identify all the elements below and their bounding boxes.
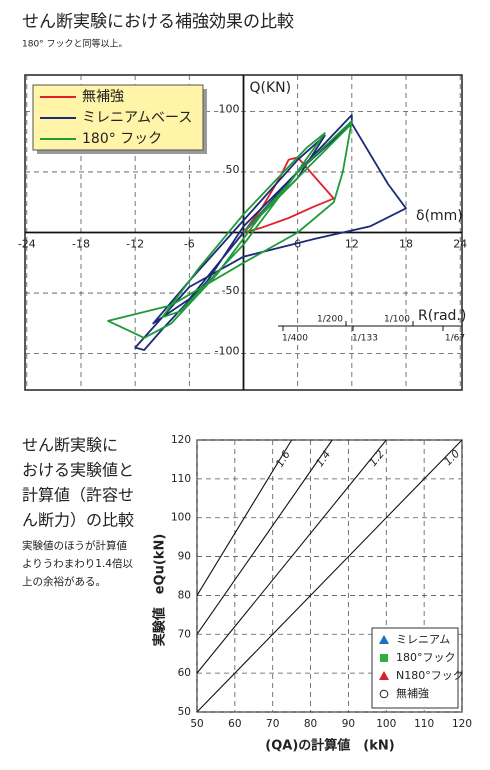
legend-label: 無補強 — [82, 89, 124, 105]
x-tick-label: 50 — [190, 718, 203, 730]
legend-label: ミレニアムベース — [82, 110, 192, 126]
y-tick-label: 50 — [226, 163, 240, 176]
ratio-line — [196, 439, 333, 635]
y-tick-label: 50 — [178, 706, 191, 718]
y-tick-label: -100 — [215, 345, 240, 358]
x-axis-label: (QA)の計算値 (kN) — [265, 738, 394, 754]
x-tick-label: 90 — [342, 718, 355, 730]
ratio-line — [196, 439, 293, 596]
caption-line: ん断力）の比較 — [22, 511, 134, 530]
x-tick-label: 12 — [345, 238, 359, 251]
r-tick-label: 1/67 — [445, 334, 465, 344]
x-tick-label: 110 — [414, 718, 434, 730]
series-line — [242, 156, 335, 234]
r-tick-label: 1/133 — [352, 334, 378, 344]
x-tick-label: 18 — [399, 238, 413, 251]
y-tick-label: 100 — [219, 102, 240, 115]
x-tick-label: 24 — [453, 238, 467, 251]
legend-label: 180° フック — [82, 131, 162, 147]
caption-line: おける実験値と — [22, 461, 134, 480]
legend-marker — [379, 689, 389, 699]
legend-label: ミレニアム — [396, 633, 450, 646]
y-tick-label: 100 — [171, 512, 191, 524]
ratio-label: 1.6 — [274, 449, 293, 470]
legend-marker — [379, 671, 389, 680]
legend-label: 180°フック — [396, 651, 456, 664]
y-tick-label: 120 — [171, 434, 191, 446]
x-tick-label: -24 — [18, 238, 36, 251]
ratio-label: 1.4 — [314, 449, 333, 470]
y-tick-label: 80 — [178, 589, 191, 601]
page-subtitle: 180° フックと同等以上。 — [22, 38, 128, 50]
y-tick-label: 90 — [178, 551, 191, 563]
ratio-label: 1.2 — [367, 448, 387, 469]
y-tick-label: 110 — [171, 473, 191, 485]
x-tick-label: -18 — [72, 238, 90, 251]
series-line — [134, 114, 407, 351]
x-tick-label: -12 — [126, 238, 144, 251]
legend-label: N180°フック — [396, 669, 464, 682]
y-tick-label: -50 — [222, 284, 240, 297]
legend-label: 無補強 — [396, 686, 429, 700]
ratio-label: 1.0 — [442, 448, 462, 469]
note-line: 実験値のほうが計算値 — [22, 539, 127, 552]
x-tick-label: 100 — [376, 718, 396, 730]
r-tick-label: 1/100 — [384, 315, 410, 325]
note-line: 上の余裕がある。 — [22, 575, 106, 588]
x-tick-label: -6 — [184, 238, 195, 251]
r-tick-label: 1/200 — [317, 315, 343, 325]
page-title: せん断実験における補強効果の比較 — [22, 12, 294, 32]
series-line — [107, 120, 353, 339]
legend-marker — [379, 635, 389, 644]
x-tick-label: 80 — [304, 718, 317, 730]
y-tick-label: 60 — [178, 667, 191, 679]
ratio-line — [196, 439, 387, 674]
y-tick-label: 70 — [178, 628, 191, 640]
y-axis-label: Q(KN) — [250, 80, 292, 96]
r-tick-label: 1/400 — [282, 334, 308, 344]
r-scale-label: R(rad.) — [418, 308, 466, 324]
x-tick-label: 120 — [452, 718, 472, 730]
y-axis-label: 実験値 eQu(kN) — [152, 534, 168, 647]
x-axis-label: δ(mm) — [416, 208, 463, 224]
x-tick-label: 60 — [228, 718, 241, 730]
note-line: よりうわまわり1.4倍以 — [22, 558, 133, 570]
ratio-line — [196, 439, 463, 713]
legend-marker — [380, 654, 388, 662]
caption-line: せん断実験に — [22, 436, 118, 455]
caption-line: 計算値（許容せ — [22, 486, 134, 505]
x-tick-label: 70 — [266, 718, 279, 730]
